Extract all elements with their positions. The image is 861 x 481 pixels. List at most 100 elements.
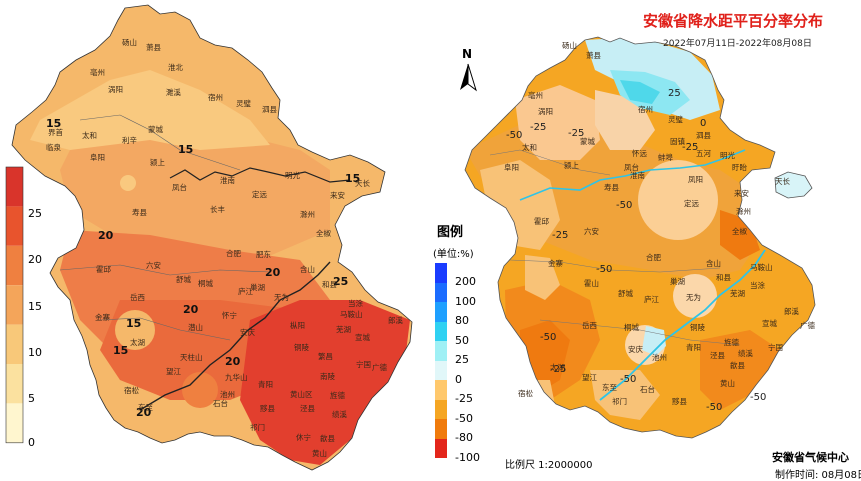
contour-label: 15 xyxy=(46,117,61,130)
place-label: 盱眙 xyxy=(732,162,747,172)
place-label: 含山 xyxy=(706,258,721,268)
place-label: 黄山 xyxy=(720,378,735,388)
place-label: 含山 xyxy=(300,264,315,274)
place-label: 砀山 xyxy=(562,40,577,50)
colorbar-frame xyxy=(5,166,24,444)
place-label: 霍山 xyxy=(584,278,599,288)
place-label: 东至 xyxy=(602,382,617,392)
place-label: 灵璧 xyxy=(236,98,251,108)
legend-swatch xyxy=(435,380,447,400)
place-label: 全椒 xyxy=(316,228,331,238)
place-label: 金寨 xyxy=(548,258,563,268)
place-label: 泗县 xyxy=(696,131,711,140)
place-label: 太和 xyxy=(522,142,537,152)
place-label: 岳西 xyxy=(130,292,145,302)
place-label: 金寨 xyxy=(95,312,110,322)
place-label: 望江 xyxy=(582,372,597,382)
place-label: 六安 xyxy=(146,260,161,270)
legend: 200 100 80 50 25 0 -25 -50 -80 -100 xyxy=(435,263,495,464)
place-label: 绩溪 xyxy=(332,409,347,419)
place-label: 利辛 xyxy=(122,135,137,145)
place-label: 青阳 xyxy=(258,379,273,389)
place-label: 庐江 xyxy=(238,286,253,296)
place-label: 宁国 xyxy=(356,359,371,369)
place-label: 定远 xyxy=(252,189,267,199)
place-label: 颍上 xyxy=(150,158,165,167)
place-label: 定远 xyxy=(684,198,699,208)
place-label: 石台 xyxy=(213,398,228,408)
legend-label: 80 xyxy=(455,314,469,327)
place-label: 广德 xyxy=(372,362,387,372)
colorbar-segment xyxy=(6,403,23,443)
contour-label: 15 xyxy=(178,143,193,156)
contour-label: 15 xyxy=(345,172,360,185)
place-label: 宣城 xyxy=(355,332,370,342)
place-label: 合肥 xyxy=(646,252,661,262)
place-label: 庐江 xyxy=(644,294,659,304)
place-label: 肥东 xyxy=(256,249,271,259)
place-label: 旌德 xyxy=(330,390,345,400)
place-label: 无为 xyxy=(274,292,289,302)
place-label: 蚌埠 xyxy=(658,152,673,162)
place-label: 固镇 xyxy=(670,136,685,146)
place-label: 郎溪 xyxy=(784,306,799,316)
legend-swatch xyxy=(435,263,447,283)
place-label: 祁门 xyxy=(250,422,265,432)
north-label: N xyxy=(462,47,472,61)
place-label: 桐城 xyxy=(624,322,639,332)
place-label: 马鞍山 xyxy=(340,309,363,319)
contour-label: -25 xyxy=(682,142,698,153)
place-label: 石台 xyxy=(640,384,655,394)
contour-label: -50 xyxy=(540,332,556,343)
contour-label: -50 xyxy=(706,402,722,413)
legend-swatch xyxy=(435,321,447,341)
contour-label: 25 xyxy=(668,88,681,99)
right-contour-labels: -50 -25 -25 25 0 -25 -50 -25 -50 -50 -50… xyxy=(506,88,766,413)
place-label: 涡阳 xyxy=(108,84,123,94)
place-label: 东至 xyxy=(138,402,153,412)
place-label: 泾县 xyxy=(710,351,725,360)
place-label: 淮北 xyxy=(168,62,183,72)
place-label: 安庆 xyxy=(240,327,255,337)
place-label: 黄山 xyxy=(312,448,327,458)
place-label: 阜阳 xyxy=(90,152,105,162)
place-label: 来安 xyxy=(734,188,749,198)
place-label: 和县 xyxy=(716,273,731,282)
place-label: 马鞍山 xyxy=(750,262,773,272)
place-label: 阜阳 xyxy=(504,162,519,172)
place-label: 宁国 xyxy=(768,342,783,352)
legend-swatch xyxy=(435,399,447,419)
place-label: 明光 xyxy=(720,150,735,160)
place-label: 亳州 xyxy=(90,67,105,77)
place-label: 怀宁 xyxy=(222,310,237,320)
place-label: 泾县 xyxy=(300,404,315,413)
place-label: 濉溪 xyxy=(166,87,181,97)
place-label: 太湖 xyxy=(130,337,145,347)
place-label: 宿松 xyxy=(518,388,533,398)
place-label: 绩溪 xyxy=(738,348,753,358)
made-time: 制作时间: 08月08日 xyxy=(775,470,861,481)
contour-label: -50 xyxy=(620,374,636,385)
place-label: 芜湖 xyxy=(730,288,745,298)
place-label: 休宁 xyxy=(296,432,311,442)
left-temperature-map: 15 15 15 20 20 20 15 15 25 20 20 砀山萧县淮北濉… xyxy=(5,4,413,471)
place-label: 天长 xyxy=(355,178,370,188)
place-label: 铜陵 xyxy=(294,342,309,352)
place-label: 宣城 xyxy=(762,318,777,328)
legend-label: -100 xyxy=(455,450,480,464)
colorbar-segment xyxy=(6,167,23,207)
place-label: 临泉 xyxy=(46,142,61,152)
place-label: 霍邱 xyxy=(96,265,111,274)
place-label: 南陵 xyxy=(320,371,335,381)
place-label: 舒城 xyxy=(176,274,191,284)
contour-label: -50 xyxy=(506,130,522,141)
legend-swatch xyxy=(435,282,447,302)
place-label: 巢湖 xyxy=(670,276,685,286)
place-label: 当涂 xyxy=(348,298,363,308)
place-label: 凤台 xyxy=(172,182,187,192)
contour-label: 20 xyxy=(98,229,114,242)
right-precip-anomaly-map: -50 -25 -25 25 0 -25 -50 -25 -50 -50 -50… xyxy=(460,36,816,439)
legend-label: 100 xyxy=(455,294,476,308)
contour-label: -25 xyxy=(568,128,584,139)
place-label: 巢湖 xyxy=(250,282,265,292)
